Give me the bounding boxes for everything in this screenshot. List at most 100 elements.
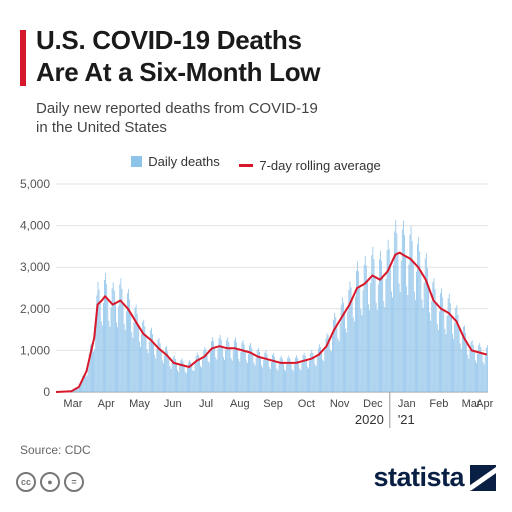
- daily-bar: [319, 344, 320, 392]
- daily-bar: [300, 370, 302, 392]
- daily-bar: [208, 362, 210, 392]
- daily-bar: [178, 371, 180, 392]
- daily-bar: [411, 240, 413, 392]
- daily-bar: [251, 347, 253, 392]
- daily-bar: [322, 359, 324, 392]
- daily-bar: [416, 271, 417, 392]
- daily-bar: [169, 366, 171, 392]
- daily-bar: [89, 345, 91, 392]
- daily-bar: [97, 282, 99, 392]
- daily-bar: [477, 354, 478, 392]
- legend-item-daily-deaths: Daily deaths: [131, 154, 220, 169]
- daily-bar: [144, 326, 146, 392]
- daily-bar: [487, 345, 488, 392]
- daily-bar: [111, 288, 113, 392]
- daily-bar: [112, 282, 114, 392]
- daily-bar: [346, 332, 348, 392]
- daily-bar: [431, 300, 433, 392]
- daily-bar: [408, 264, 410, 392]
- daily-bar: [377, 284, 379, 392]
- daily-bar: [244, 351, 246, 392]
- daily-bar: [461, 337, 463, 392]
- daily-bar: [304, 355, 306, 392]
- daily-bar: [83, 374, 85, 392]
- daily-bar: [269, 369, 271, 392]
- daily-bar: [135, 304, 137, 392]
- daily-bar: [361, 315, 363, 392]
- daily-bar: [295, 357, 296, 392]
- daily-bar: [333, 319, 334, 392]
- daily-bar: [118, 305, 120, 392]
- daily-bar: [363, 264, 365, 392]
- daily-bar: [268, 366, 270, 392]
- daily-bar: [420, 271, 422, 392]
- daily-bar: [218, 338, 220, 392]
- daily-bar: [238, 358, 240, 392]
- daily-bar: [195, 355, 197, 392]
- daily-bar: [96, 295, 98, 392]
- daily-bar: [298, 362, 300, 392]
- daily-bar: [325, 338, 327, 392]
- equals-icon: =: [64, 472, 84, 492]
- daily-bar: [484, 356, 486, 392]
- daily-bar: [286, 364, 288, 392]
- daily-bar: [227, 337, 229, 392]
- daily-bar: [469, 349, 471, 392]
- daily-bar: [475, 360, 476, 392]
- x-tick-label: Aug: [230, 398, 250, 410]
- daily-bar: [207, 361, 209, 392]
- daily-bar: [308, 368, 309, 392]
- daily-bar: [437, 329, 439, 392]
- daily-bar: [88, 353, 90, 392]
- x-tick-label: Apr: [476, 398, 493, 410]
- subtitle-line-2: in the United States: [36, 119, 167, 136]
- daily-bar: [441, 288, 442, 392]
- legend-label-rolling-average: 7-day rolling average: [259, 158, 381, 173]
- daily-bar: [395, 220, 397, 392]
- daily-bar: [467, 354, 469, 392]
- daily-bar: [196, 352, 198, 392]
- daily-bar: [444, 328, 446, 392]
- daily-bar: [362, 290, 364, 392]
- daily-bar: [455, 307, 457, 392]
- daily-bar: [290, 362, 292, 392]
- daily-bar: [432, 282, 434, 392]
- daily-bar: [385, 279, 387, 392]
- daily-bar: [107, 299, 109, 392]
- daily-bar: [317, 348, 319, 392]
- daily-bar: [147, 352, 149, 392]
- daily-bar: [146, 349, 148, 392]
- daily-bar: [264, 352, 266, 392]
- daily-bar: [391, 291, 392, 392]
- daily-bar: [375, 302, 377, 392]
- daily-bar: [151, 327, 152, 392]
- daily-bar: [181, 358, 183, 392]
- daily-bar: [401, 229, 403, 392]
- daily-bar: [265, 350, 267, 392]
- daily-bar: [132, 337, 134, 392]
- daily-bar: [116, 322, 117, 392]
- daily-bar: [129, 299, 130, 392]
- daily-bar: [394, 231, 396, 392]
- daily-bar: [284, 369, 285, 392]
- daily-bar: [106, 284, 108, 392]
- daily-bar: [152, 334, 153, 392]
- daily-bar: [466, 342, 468, 392]
- daily-bar: [125, 311, 127, 392]
- daily-bar: [220, 339, 222, 392]
- daily-bar: [415, 300, 416, 392]
- daily-bar: [470, 341, 472, 392]
- daily-bar: [367, 280, 368, 392]
- daily-bar: [122, 303, 124, 392]
- daily-bar: [289, 358, 291, 392]
- daily-bar: [405, 256, 406, 392]
- person-icon: ●: [40, 472, 60, 492]
- daily-bar: [430, 320, 432, 392]
- daily-bar: [428, 287, 429, 392]
- daily-bar: [315, 366, 317, 392]
- daily-bar: [316, 357, 318, 392]
- daily-bar: [439, 311, 440, 392]
- daily-bar: [397, 253, 399, 392]
- daily-bar: [384, 307, 386, 392]
- daily-bar: [117, 327, 118, 392]
